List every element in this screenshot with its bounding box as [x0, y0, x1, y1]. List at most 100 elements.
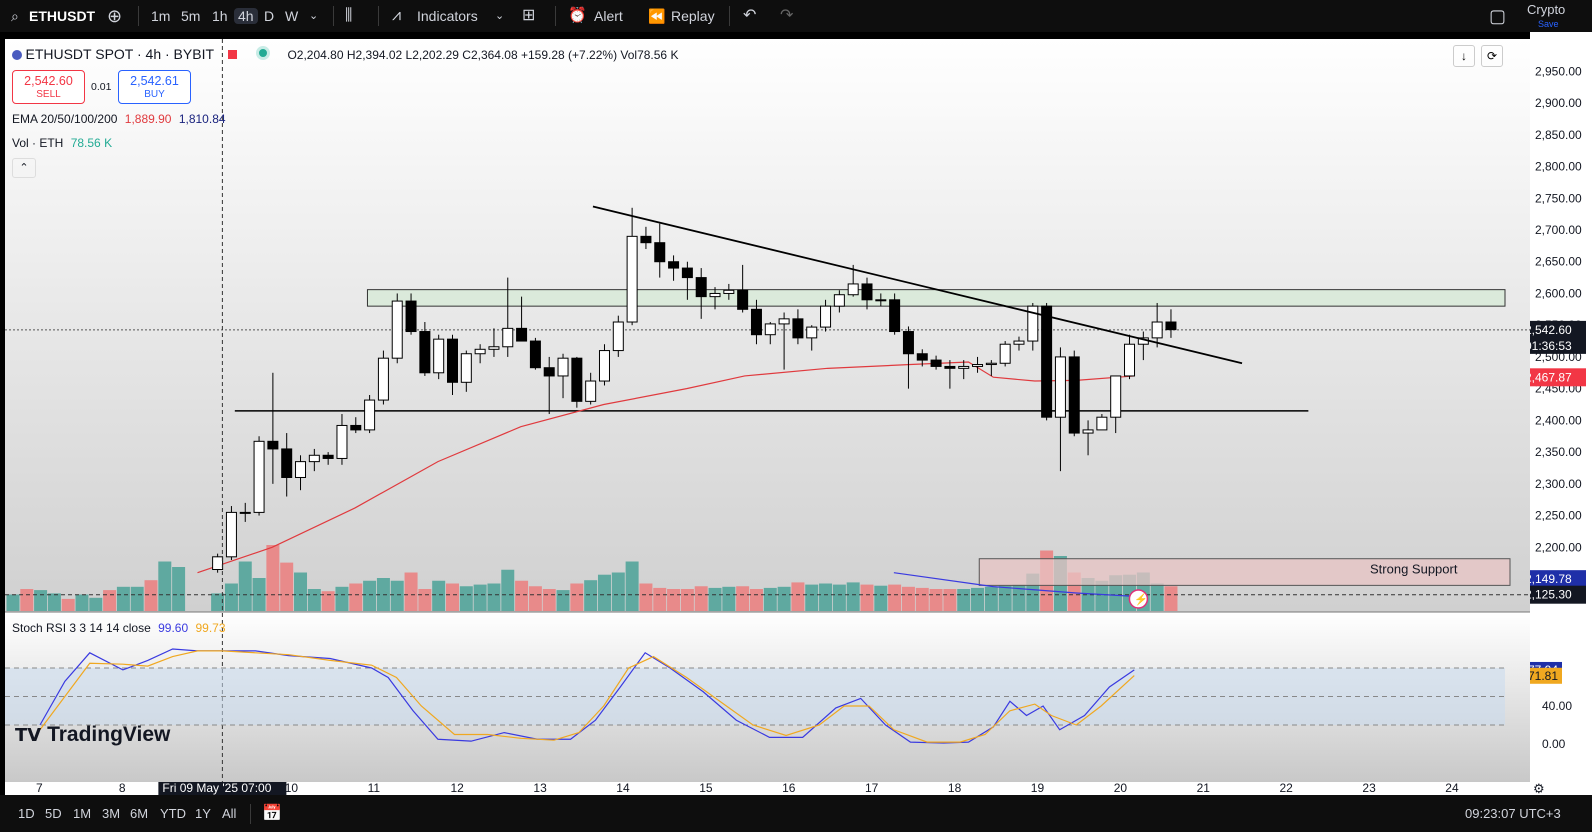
replay-button[interactable]: Replay — [671, 8, 715, 24]
fullscreen-icon[interactable]: ▢ — [1489, 6, 1507, 26]
time-axis-canvas[interactable]: 7 8 10 11 12 13 14 15 16 17 18 19 20 21 22 23 24 Fri 09 M… — [5, 782, 1592, 795]
spread-value: 0.01 — [91, 81, 112, 93]
timeframe-w[interactable]: W — [285, 8, 299, 24]
volume-bar — [639, 583, 653, 611]
buy-button[interactable]: 2,542.61 BUY — [118, 70, 191, 104]
flag-icon — [227, 50, 237, 59]
candle-body — [460, 353, 472, 383]
symbol-search[interactable]: ETHUSDT — [29, 8, 96, 24]
range-3m[interactable]: 3M — [102, 806, 121, 821]
volume-bar — [929, 589, 943, 611]
volume-bar — [584, 580, 598, 611]
volume-bar — [901, 586, 915, 611]
candle-body — [1096, 416, 1108, 431]
candle-body — [861, 283, 873, 301]
time-axis[interactable]: 7 8 10 11 12 13 14 15 16 17 18 19 20 21 22 23 24 Fri 09 M… — [5, 782, 1592, 795]
range-all[interactable]: All — [222, 806, 237, 821]
volume-bar — [6, 594, 20, 611]
candle-body — [502, 327, 514, 348]
price-axis[interactable]: 2,950.00 2,900.00 2,850.00 2,800.00 2,750.00… — [1530, 32, 1592, 792]
candles-icon[interactable]: ⫼ — [345, 7, 353, 24]
candle-body — [626, 235, 638, 323]
price-axis-canvas[interactable]: 2,950.00 2,900.00 2,850.00 2,800.00 2,750.00… — [1530, 32, 1592, 792]
candle-body — [806, 326, 818, 339]
replay-icon[interactable]: ⏪ — [648, 8, 666, 24]
volume-bar — [446, 583, 459, 611]
search-icon[interactable]: ⌕ — [11, 8, 19, 24]
indicators-icon[interactable]: ⩘ — [392, 7, 402, 24]
stoch-d-tag: 71.81 — [1530, 669, 1558, 683]
series-legend: ETHUSDT SPOT · 4h · BYBIT O2,204.80 H2,3… — [12, 46, 678, 62]
range-5d[interactable]: 5D — [45, 806, 62, 821]
timeframe-d[interactable]: D — [264, 8, 275, 24]
ema-label: EMA 20/50/100/200 — [12, 112, 118, 126]
volume-bar — [832, 584, 846, 611]
layout-grid-icon[interactable]: ⊞ — [522, 7, 536, 24]
candle-body — [681, 267, 693, 279]
candle-body — [377, 357, 389, 401]
chart-panel[interactable]: Strong Support ⚡ ETHUSDT SPOT · 4h · BYBI… — [5, 39, 1530, 783]
account-name[interactable]: Crypto — [1527, 2, 1566, 17]
buy-label: BUY — [144, 89, 165, 100]
volume-legend[interactable]: Vol · ETH 78.56 K — [12, 136, 112, 150]
candle-body — [750, 308, 762, 336]
timeframe-4h[interactable]: 4h — [234, 8, 258, 24]
chevron-down-icon[interactable]: ⌄ — [309, 10, 319, 22]
range-6m[interactable]: 6M — [130, 806, 149, 821]
sell-button[interactable]: 2,542.60 SELL — [12, 70, 85, 104]
time-tick-label: 22 — [1280, 782, 1294, 795]
volume-bar — [722, 586, 736, 611]
sync-icon[interactable]: ⟳ — [1481, 45, 1503, 67]
range-1y[interactable]: 1Y — [195, 806, 211, 821]
price-tick-label: 2,650.00 — [1535, 255, 1582, 269]
timeframe-1m[interactable]: 1m — [151, 8, 171, 24]
volume-bar — [819, 583, 833, 611]
indicators-chevron-icon[interactable]: ⌄ — [495, 10, 505, 22]
volume-bar — [47, 593, 61, 611]
volume-bar — [1081, 578, 1095, 611]
volume-bar — [957, 589, 971, 611]
volume-bar — [404, 572, 418, 611]
calendar-icon[interactable]: 📅 — [262, 805, 282, 822]
candle-body — [723, 289, 735, 294]
volume-bar — [667, 589, 681, 611]
candle-body — [364, 399, 376, 431]
clock-display[interactable]: 09:23:07 UTC+3 — [1465, 806, 1561, 821]
candle-body — [336, 424, 348, 459]
add-symbol-icon[interactable]: ⊕ — [107, 6, 123, 26]
time-tick-label: 8 — [119, 782, 126, 795]
save-link[interactable]: Save — [1538, 19, 1559, 29]
price-tick-label: 2,950.00 — [1535, 64, 1582, 78]
volume-bar — [1164, 586, 1178, 611]
time-tick-label: 18 — [948, 782, 962, 795]
time-tick-label: 7 — [36, 782, 43, 795]
time-tick-label: 10 — [285, 782, 299, 795]
volume-bar — [708, 587, 722, 611]
collapse-legend-button[interactable]: ⌃ — [12, 158, 36, 178]
candle-body — [999, 343, 1011, 364]
redo-icon[interactable]: ↷ — [780, 7, 794, 24]
stoch-rsi-legend[interactable]: Stoch RSI 3 3 14 14 close 99.60 99.73 — [12, 621, 226, 635]
candle-body — [598, 350, 610, 382]
range-1m[interactable]: 1M — [73, 806, 92, 821]
alarm-clock-icon[interactable]: ⏰ — [568, 7, 587, 24]
volume-bar — [335, 586, 349, 611]
descending-trendline — [592, 205, 1243, 365]
strong-support-label: Strong Support — [1370, 562, 1458, 577]
timeframe-1h[interactable]: 1h — [212, 8, 228, 24]
chart-canvas[interactable]: Strong Support ⚡ — [5, 39, 1530, 783]
range-1d[interactable]: 1D — [18, 806, 35, 821]
alert-button[interactable]: Alert — [594, 8, 623, 24]
range-ytd[interactable]: YTD — [160, 806, 186, 821]
volume-bar — [680, 589, 694, 611]
candle-body — [1041, 305, 1053, 418]
undo-icon[interactable]: ↶ — [743, 7, 757, 24]
download-arrow-icon[interactable]: ↓ — [1453, 45, 1475, 67]
candle-body — [695, 277, 707, 298]
candle-body — [557, 357, 569, 377]
ema-legend[interactable]: EMA 20/50/100/200 1,889.90 1,810.84 — [12, 112, 226, 126]
indicators-button[interactable]: Indicators — [417, 8, 478, 24]
timeframe-5m[interactable]: 5m — [181, 8, 201, 24]
ema-value-1: 1,889.90 — [124, 112, 172, 126]
candle-body — [239, 511, 251, 514]
